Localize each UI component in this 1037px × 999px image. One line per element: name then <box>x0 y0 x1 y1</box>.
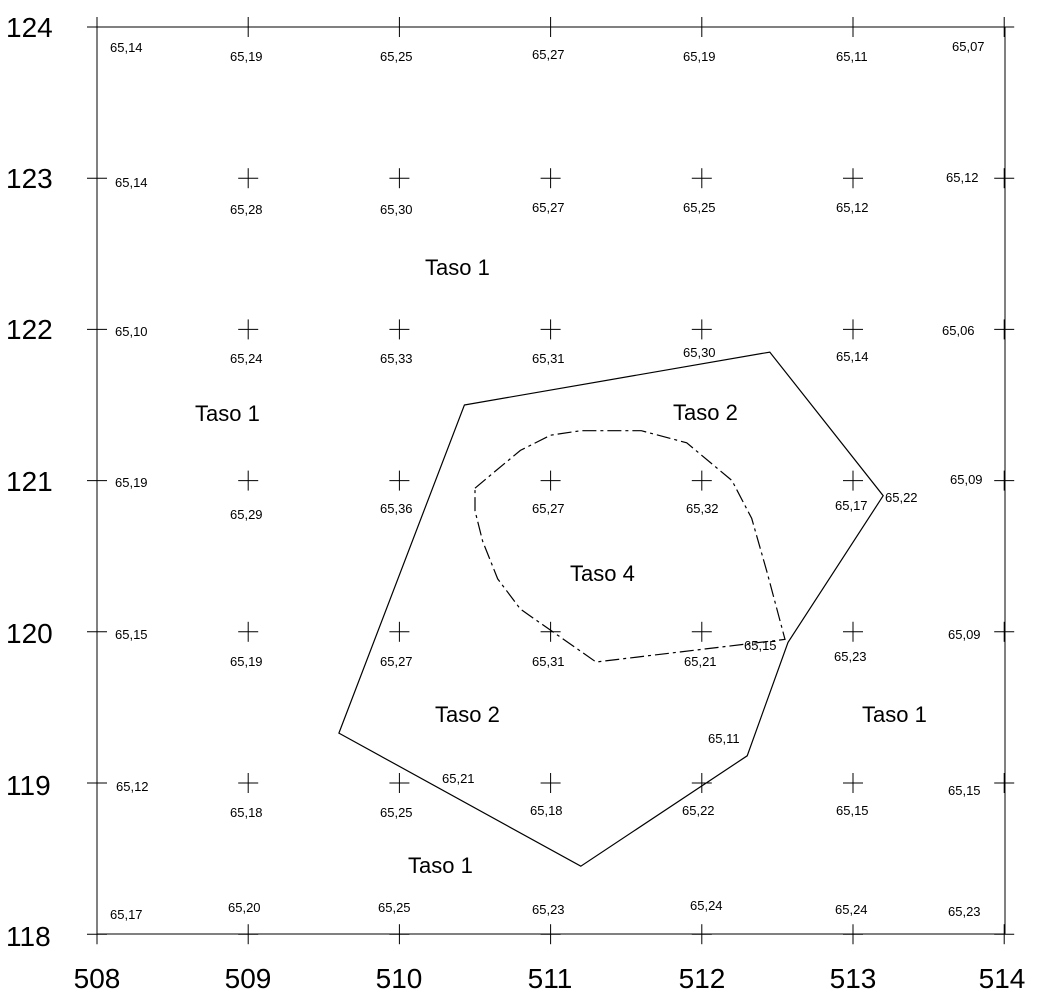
elevation-label: 65,31 <box>532 654 565 669</box>
y-tick-label: 119 <box>6 770 51 801</box>
y-tick-label: 118 <box>6 921 51 952</box>
elevation-label: 65,18 <box>530 803 563 818</box>
elevation-label: 65,14 <box>115 175 148 190</box>
elevation-label: 65,27 <box>532 200 565 215</box>
y-tick-label: 122 <box>6 314 53 345</box>
elevation-label: 65,23 <box>948 904 981 919</box>
area-label-taso-1: Taso 1 <box>862 702 927 727</box>
elevation-label: 65,30 <box>380 202 413 217</box>
elevation-label: 65,09 <box>948 627 981 642</box>
elevation-label: 65,14 <box>110 40 143 55</box>
y-tick-label: 124 <box>6 12 53 43</box>
x-tick-label: 514 <box>979 963 1026 994</box>
elevation-label: 65,21 <box>684 654 717 669</box>
elevation-label: 65,24 <box>835 902 868 917</box>
taso-4-boundary <box>474 430 786 663</box>
area-label-taso-1: Taso 1 <box>425 255 490 280</box>
x-tick-label: 510 <box>376 963 423 994</box>
x-tick-label: 508 <box>74 963 121 994</box>
elevation-label: 65,31 <box>532 351 565 366</box>
elevation-label: 65,29 <box>230 507 263 522</box>
area-label-taso-1: Taso 1 <box>408 853 473 878</box>
area-label-taso-2: Taso 2 <box>435 702 500 727</box>
elevation-label: 65,20 <box>228 900 261 915</box>
elevation-label: 65,19 <box>230 49 263 64</box>
x-tick-label: 509 <box>225 963 272 994</box>
elevation-label: 65,06 <box>942 323 975 338</box>
elevation-label: 65,15 <box>115 627 148 642</box>
elevation-label: 65,22 <box>885 490 918 505</box>
elevation-label: 65,23 <box>532 902 565 917</box>
elevation-label: 65,14 <box>836 349 869 364</box>
area-label-taso-2: Taso 2 <box>673 400 738 425</box>
y-tick-label: 121 <box>6 466 53 497</box>
y-tick-label: 120 <box>6 618 53 649</box>
elevation-label: 65,27 <box>380 654 413 669</box>
y-axis-ticks: 124 123 122 121 120 119 118 <box>6 12 53 952</box>
elevation-label: 65,22 <box>682 803 715 818</box>
elevation-label: 65,32 <box>686 501 719 516</box>
elevation-label: 65,25 <box>683 200 716 215</box>
elevation-label: 65,28 <box>230 202 263 217</box>
elevation-label: 65,15 <box>744 638 777 653</box>
area-label-taso-4: Taso 4 <box>570 561 635 586</box>
elevation-label: 65,25 <box>378 900 411 915</box>
x-tick-label: 512 <box>679 963 726 994</box>
elevation-label: 65,19 <box>115 475 148 490</box>
elevation-label: 65,17 <box>835 498 868 513</box>
elevation-label: 65,09 <box>950 472 983 487</box>
elevation-label: 65,15 <box>948 783 981 798</box>
elevation-label: 65,07 <box>952 39 985 54</box>
elevation-label: 65,11 <box>708 731 740 746</box>
x-tick-label: 511 <box>528 963 573 994</box>
elevation-label: 65,18 <box>230 805 263 820</box>
elevation-label: 65,11 <box>836 49 868 64</box>
elevation-label: 65,21 <box>442 771 475 786</box>
elevation-labels: 65,14 65,19 65,25 65,27 65,19 65,11 65,0… <box>110 39 985 922</box>
elevation-label: 65,17 <box>110 907 143 922</box>
area-labels: Taso 1 Taso 1 Taso 1 Taso 1 Taso 2 Taso … <box>195 255 927 878</box>
elevation-label: 65,25 <box>380 805 413 820</box>
elevation-label: 65,19 <box>683 49 716 64</box>
x-tick-label: 513 <box>830 963 877 994</box>
elevation-label: 65,27 <box>532 47 565 62</box>
elevation-label: 65,12 <box>116 779 149 794</box>
elevation-label: 65,15 <box>836 803 869 818</box>
elevation-label: 65,33 <box>380 351 413 366</box>
elevation-label: 65,25 <box>380 49 413 64</box>
elevation-label: 65,10 <box>115 324 148 339</box>
elevation-label: 65,36 <box>380 501 413 516</box>
elevation-label: 65,30 <box>683 345 716 360</box>
elevation-label: 65,23 <box>834 649 867 664</box>
elevation-label: 65,24 <box>690 898 723 913</box>
elevation-label: 65,12 <box>946 170 979 185</box>
elevation-label: 65,24 <box>230 351 263 366</box>
survey-crosses <box>87 17 1015 945</box>
elevation-label: 65,19 <box>230 654 263 669</box>
x-axis-ticks: 508 509 510 511 512 513 514 <box>74 963 1026 994</box>
area-label-taso-1: Taso 1 <box>195 401 260 426</box>
y-tick-label: 123 <box>6 163 53 194</box>
elevation-label: 65,27 <box>532 501 565 516</box>
elevation-label: 65,12 <box>836 200 869 215</box>
taso-2-boundary <box>338 351 884 867</box>
